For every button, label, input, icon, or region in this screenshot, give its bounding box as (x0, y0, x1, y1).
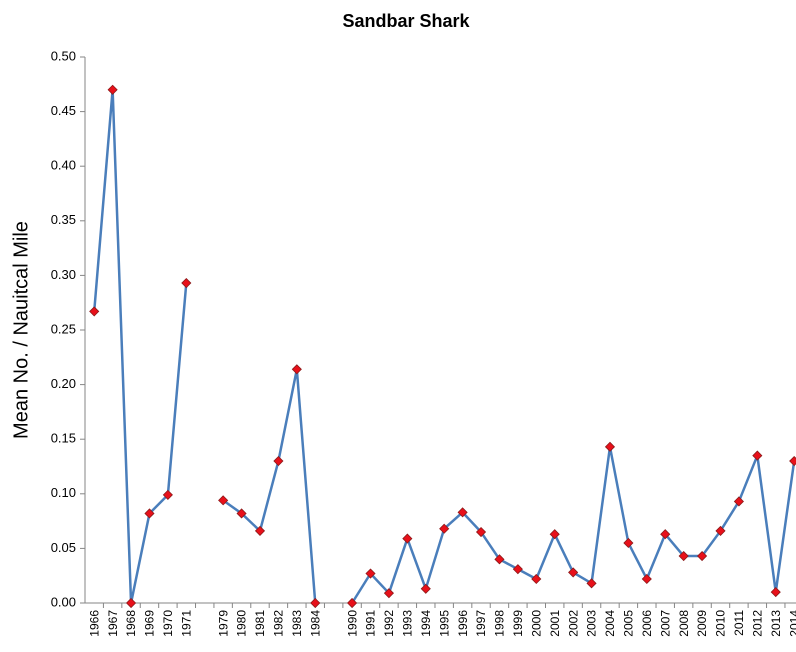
series-line (351, 445, 796, 604)
y-tick-label: 0.05 (51, 540, 76, 555)
x-tick-label: 1992 (382, 610, 396, 637)
data-point (770, 587, 781, 598)
data-point (789, 455, 796, 467)
x-tick-label: 1994 (419, 610, 433, 637)
data-point (549, 529, 560, 540)
data-point (402, 533, 413, 544)
x-tick-label: 2002 (566, 610, 580, 637)
y-tick-label: 0.35 (51, 212, 76, 227)
chart-title: Sandbar Shark (342, 11, 470, 31)
x-tick-label: 2008 (677, 610, 691, 637)
x-tick-label: 2014 (787, 610, 796, 637)
data-point (475, 526, 487, 538)
data-point (144, 508, 155, 519)
x-tick-label: 1969 (143, 610, 157, 637)
y-tick-label: 0.25 (51, 321, 76, 336)
x-tick-label: 1993 (401, 610, 415, 637)
x-tick-label: 1990 (345, 610, 359, 637)
x-tick-label: 2001 (548, 610, 562, 637)
data-point (512, 564, 523, 575)
x-tick-label: 1984 (308, 610, 322, 637)
data-point (623, 537, 634, 549)
data-point (125, 597, 137, 609)
x-tick-label: 1996 (456, 610, 470, 637)
data-point (641, 573, 652, 585)
data-point (715, 525, 726, 536)
data-point (291, 364, 302, 375)
data-point (439, 523, 450, 534)
data-point (531, 573, 542, 585)
x-tick-label: 1998 (493, 610, 507, 637)
data-point (494, 554, 505, 565)
data-point (218, 495, 229, 506)
series-line (222, 368, 317, 604)
data-point (420, 583, 431, 594)
x-tick-label: 2007 (658, 610, 672, 637)
x-tick-label: 2010 (714, 610, 728, 637)
data-point (347, 597, 358, 609)
x-tick-label: 1983 (290, 610, 304, 637)
x-tick-label: 1981 (253, 610, 267, 637)
data-point (678, 550, 689, 562)
data-point (89, 306, 100, 317)
x-tick-label: 2009 (695, 610, 709, 637)
data-point (604, 441, 616, 452)
data-point (752, 450, 763, 461)
x-tick-label: 2011 (732, 610, 746, 636)
x-tick-label: 2006 (640, 610, 654, 637)
series-line (92, 88, 188, 605)
x-tick-label: 2012 (751, 610, 765, 637)
x-tick-label: 1997 (474, 610, 488, 637)
data-point (236, 508, 247, 519)
x-tick-label: 2013 (769, 610, 783, 637)
data-point (273, 455, 284, 467)
data-point (181, 277, 192, 289)
x-tick-label: 1991 (364, 610, 378, 637)
x-tick-label: 2000 (529, 610, 543, 637)
y-tick-label: 0.15 (51, 431, 76, 446)
x-tick-label: 1971 (179, 610, 193, 637)
data-point (660, 529, 671, 540)
x-tick-label: 1982 (272, 610, 286, 637)
data-point (733, 496, 744, 507)
data-point (568, 567, 579, 578)
y-tick-label: 0.00 (51, 594, 76, 609)
x-tick-label: 1979 (216, 610, 230, 637)
data-point (365, 568, 376, 579)
y-tick-label: 0.30 (51, 267, 76, 282)
x-tick-label: 1967 (106, 610, 120, 637)
y-tick-label: 0.45 (51, 103, 76, 118)
x-tick-label: 2003 (585, 610, 599, 637)
data-point (107, 84, 118, 95)
x-tick-label: 1970 (161, 610, 175, 637)
data-point (383, 588, 394, 599)
data-point (586, 578, 597, 589)
data-point (697, 550, 708, 562)
y-tick-label: 0.40 (51, 158, 76, 173)
data-point (310, 597, 321, 609)
y-tick-label: 0.10 (51, 485, 76, 500)
x-tick-label: 2004 (603, 610, 617, 637)
y-tick-label: 0.50 (51, 48, 76, 63)
x-tick-label: 1968 (124, 610, 138, 637)
x-tick-label: 2005 (622, 610, 636, 637)
y-axis-label: Mean No. / Nauitcal Mile (10, 221, 32, 439)
x-tick-label: 1995 (437, 610, 451, 637)
x-tick-label: 1980 (235, 610, 249, 637)
x-tick-label: 1966 (87, 610, 101, 637)
data-point (162, 489, 173, 500)
data-point (254, 525, 266, 536)
x-tick-label: 1999 (511, 610, 525, 637)
data-point (457, 507, 468, 518)
y-tick-label: 0.20 (51, 376, 76, 391)
